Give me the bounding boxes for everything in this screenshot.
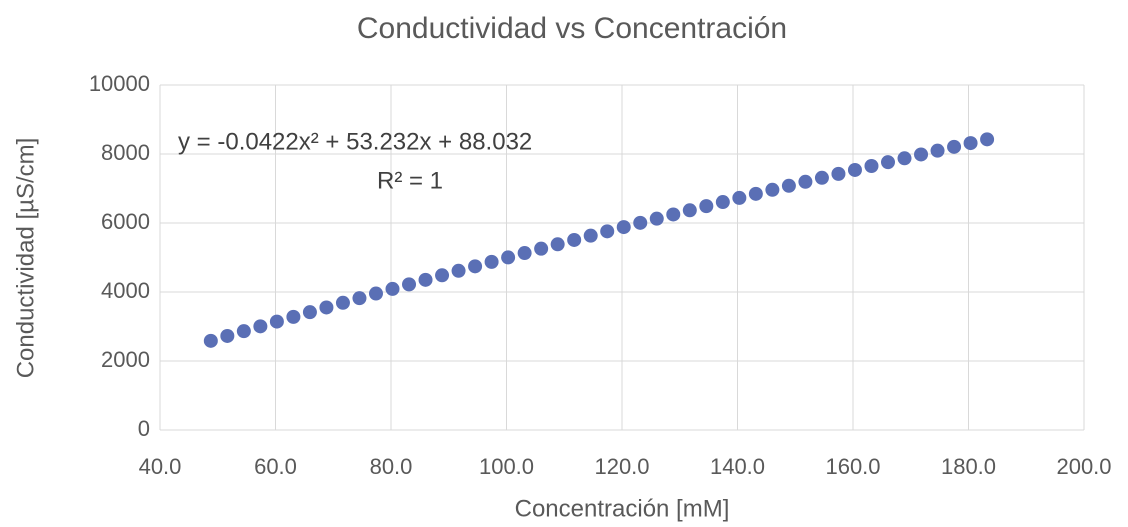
x-axis-title: Concentración [mM]: [515, 495, 730, 522]
data-point: [534, 241, 549, 256]
plot: [203, 132, 995, 348]
data-point: [402, 277, 417, 292]
data-point: [666, 207, 681, 222]
data-point: [880, 155, 895, 170]
data-point: [484, 254, 499, 269]
data-point: [765, 182, 780, 197]
data-point: [385, 281, 400, 296]
data-point: [649, 211, 664, 226]
y-tick-label: 10000: [89, 71, 150, 96]
data-point: [335, 295, 350, 310]
x-tick-label: 40.0: [139, 454, 182, 479]
r-squared: R² = 1: [377, 167, 443, 194]
x-tick-label: 200.0: [1056, 454, 1111, 479]
data-point: [418, 272, 433, 287]
data-point: [468, 259, 483, 274]
data-point: [798, 174, 813, 189]
y-tick-label: 8000: [101, 140, 150, 165]
data-point: [567, 232, 582, 247]
data-point: [699, 199, 714, 214]
data-point: [633, 215, 648, 230]
data-point: [286, 309, 301, 324]
data-point: [781, 178, 796, 193]
trendline-equation: y = -0.0422x² + 53.232x + 88.032: [178, 128, 532, 155]
data-point: [864, 159, 879, 174]
data-point: [435, 268, 450, 283]
x-tick-label: 160.0: [825, 454, 880, 479]
x-tick-label: 100.0: [479, 454, 534, 479]
chart-title: Conductividad vs Concentración: [357, 12, 787, 45]
data-point: [253, 319, 268, 334]
data-point: [897, 151, 912, 166]
data-point: [203, 333, 218, 348]
data-point: [847, 162, 862, 177]
data-point: [319, 300, 334, 315]
data-point: [814, 170, 829, 185]
data-point: [269, 314, 284, 329]
data-point: [914, 147, 929, 162]
data-point: [220, 328, 235, 343]
data-point: [930, 143, 945, 158]
x-tick-label: 140.0: [710, 454, 765, 479]
data-point: [517, 246, 532, 261]
y-tick-label: 6000: [101, 209, 150, 234]
data-point: [682, 203, 697, 218]
x-tick-label: 180.0: [941, 454, 996, 479]
data-point: [980, 132, 995, 147]
x-tick-label: 80.0: [370, 454, 413, 479]
data-point: [302, 305, 317, 320]
data-point: [236, 324, 251, 339]
data-point: [451, 263, 466, 278]
y-tick-label: 0: [138, 416, 150, 441]
data-point: [368, 286, 383, 301]
y-tick-label: 4000: [101, 278, 150, 303]
y-axis-title: Conductividad [µS/cm]: [12, 138, 39, 379]
data-point: [732, 190, 747, 205]
grid: [159, 84, 1085, 431]
y-tick-label: 2000: [101, 347, 150, 372]
data-point: [600, 224, 615, 239]
data-point: [501, 250, 516, 265]
data-point: [352, 291, 367, 306]
data-point: [550, 237, 565, 252]
data-point: [831, 166, 846, 181]
data-point: [748, 186, 763, 201]
data-point: [947, 139, 962, 154]
data-point: [583, 228, 598, 243]
data-point: [616, 220, 631, 235]
data-point: [715, 195, 730, 210]
data-point: [963, 136, 978, 151]
x-tick-label: 60.0: [254, 454, 297, 479]
x-tick-label: 120.0: [594, 454, 649, 479]
